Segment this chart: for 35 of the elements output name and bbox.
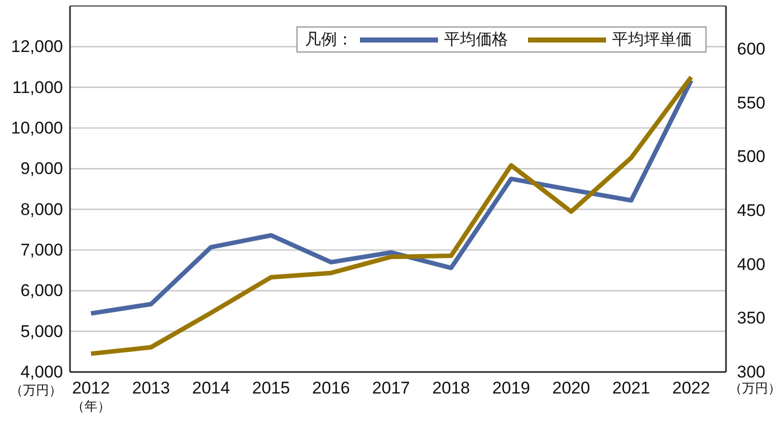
y2-tick-label: 450: [737, 201, 766, 220]
y-tick-label: 7,000: [20, 240, 63, 260]
x-tick-label: 2020: [552, 378, 590, 398]
x-tick-label: 2019: [492, 378, 530, 398]
y2-tick-label: 600: [737, 40, 766, 59]
y-tick-label: 5,000: [20, 322, 63, 341]
y-axis-title: （万円）: [10, 382, 62, 398]
x-tick-label: 2013: [132, 378, 170, 398]
x-tick-label: 2018: [432, 378, 470, 398]
legend-title: 凡例：: [305, 32, 353, 48]
y2-tick-label: 400: [737, 254, 766, 274]
y-tick-label: 6,000: [20, 281, 63, 300]
x-tick-label: 2021: [612, 378, 650, 398]
x-tick-label: 2022: [672, 378, 710, 398]
y2-tick-label: 300: [737, 362, 766, 382]
x-tick-label: 2015: [252, 378, 290, 398]
x-tick-label: 2012: [72, 378, 110, 398]
y2-axis-title: （万円）: [729, 380, 781, 396]
y-tick-label: 4,000: [20, 362, 63, 382]
y2-tick-label: 550: [737, 93, 766, 112]
legend-label: 平均価格: [444, 32, 508, 48]
x-tick-label: 2016: [312, 378, 350, 398]
legend-item: 平均価格: [360, 32, 508, 48]
y-tick-label: 8,000: [20, 200, 63, 219]
y-tick-label: 11,000: [12, 78, 63, 97]
y2-tick-label: 500: [737, 147, 766, 166]
y-tick-label: 10,000: [11, 118, 63, 138]
y2-tick-label: 350: [737, 308, 766, 328]
x-axis-title: （年）: [72, 398, 111, 414]
x-tick-label: 2017: [372, 378, 410, 398]
y-tick-label: 9,000: [20, 159, 63, 178]
y-tick-label: 12,000: [11, 37, 63, 56]
x-tick-label: 2014: [192, 378, 230, 398]
legend-label: 平均坪単価: [612, 32, 692, 48]
legend-item: 平均坪単価: [528, 32, 692, 48]
